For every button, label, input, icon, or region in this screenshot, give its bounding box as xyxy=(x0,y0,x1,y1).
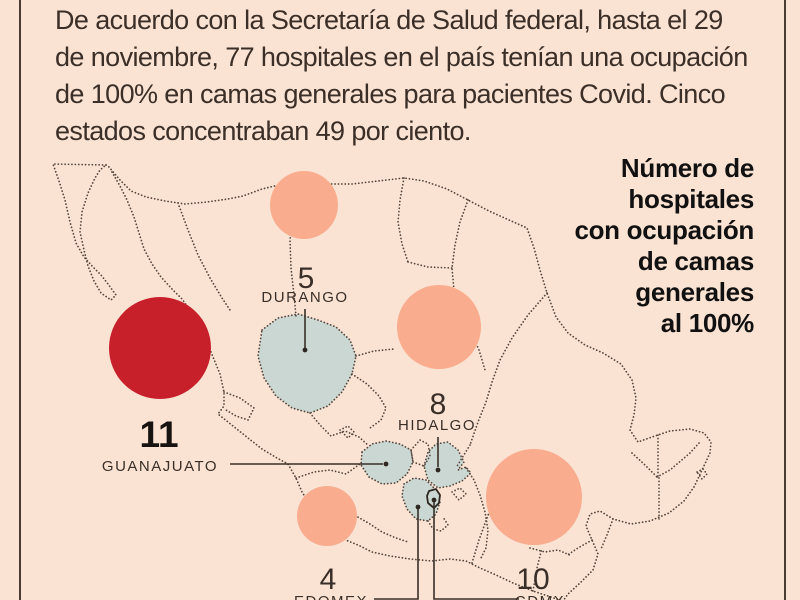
map-title-line-1: Número de xyxy=(620,153,754,183)
map-title-line-3: con ocupación xyxy=(574,215,754,245)
durango-name-label: DURANGO xyxy=(261,289,348,306)
map-title-line-2: hospitales xyxy=(628,184,754,214)
edomex-name-label: EDOMEX xyxy=(294,593,368,600)
map-title-line-5: generales xyxy=(635,277,754,307)
cdmx-bubble xyxy=(486,449,582,545)
edomex-state-shape xyxy=(401,477,441,522)
intro-line-2: de noviembre, 77 hospitales en el país t… xyxy=(55,42,748,72)
cdmx-name-label: CDMX xyxy=(515,593,565,600)
guanajuato-value-label: 11 xyxy=(139,414,178,455)
cdmx-leader-line xyxy=(433,502,519,600)
hidalgo-bubble xyxy=(397,285,481,369)
intro-line-4: estados concentraban 49 por ciento. xyxy=(55,116,471,146)
hidalgo-state-shape xyxy=(423,441,472,489)
hidalgo-name-label: HIDALGO xyxy=(398,417,476,434)
baja-california-outline xyxy=(52,163,117,301)
durango-bubble xyxy=(270,171,338,239)
hidalgo-value-label: 8 xyxy=(430,388,447,421)
edomex-value-label: 4 xyxy=(320,563,337,596)
edomex-anchor-dot xyxy=(415,504,421,510)
intro-line-3: de 100% en camas generales para paciente… xyxy=(55,79,726,109)
intro-paragraph: De acuerdo con la Secretaría de Salud fe… xyxy=(55,2,755,150)
hidalgo-anchor-dot xyxy=(435,467,441,473)
edomex-bubble xyxy=(297,486,357,546)
guanajuato-anchor-dot xyxy=(383,461,389,467)
left-border-rule xyxy=(19,0,21,600)
intro-line-1: De acuerdo con la Secretaría de Salud fe… xyxy=(55,5,723,35)
cdmx-value-label: 10 xyxy=(516,563,549,596)
durango-state-shape xyxy=(257,313,357,414)
edomex-leader-line xyxy=(374,509,419,600)
map-title: Número de hospitales con ocupación de ca… xyxy=(574,153,754,339)
map-title-line-6: al 100% xyxy=(660,308,755,338)
durango-anchor-dot xyxy=(302,347,308,353)
guanajuato-bubble xyxy=(109,297,211,399)
map-title-line-4: de camas xyxy=(637,246,754,276)
durango-value-label: 5 xyxy=(298,262,315,295)
west-coast-outline xyxy=(111,171,562,600)
mainland-outline xyxy=(105,164,712,600)
guanajuato-name-label: GUANAJUATO xyxy=(102,458,218,475)
right-border-rule xyxy=(784,0,786,600)
cdmx-anchor-dot xyxy=(431,497,437,503)
state-borders xyxy=(177,177,708,592)
